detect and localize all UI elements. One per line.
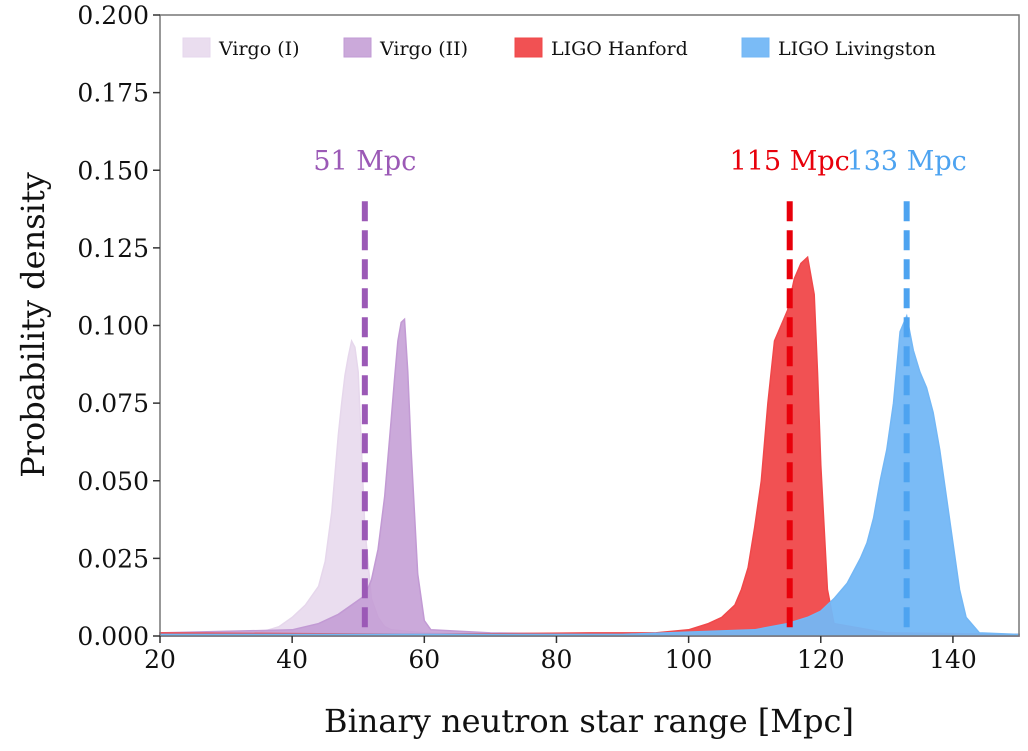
area-virgo-ii <box>159 317 1020 637</box>
x-tick-label: 60 <box>408 645 440 674</box>
density-areas <box>159 255 1020 637</box>
legend-swatch-ligo-livingston <box>741 37 770 58</box>
legend-label-virgo-ii: Virgo (II) <box>379 38 468 60</box>
x-axis-ticks: 20 40 60 80 100 120 140 <box>144 636 977 674</box>
legend: Virgo (I) Virgo (II) LIGO Hanford LIGO Livi… <box>182 37 936 60</box>
legend-swatch-virgo-ii <box>343 37 372 58</box>
x-tick-label: 80 <box>541 645 573 674</box>
legend-swatch-virgo-i <box>182 37 211 58</box>
y-tick-label: 0.125 <box>77 234 149 263</box>
y-tick-label: 0.025 <box>77 544 149 573</box>
y-tick-label: 0.000 <box>77 622 149 651</box>
legend-label-ligo-hanford: LIGO Hanford <box>551 38 688 60</box>
median-label-115-mpc: 115 Mpc <box>730 146 850 177</box>
area-ligo-livingston <box>159 313 1020 637</box>
x-tick-label: 140 <box>929 645 977 674</box>
y-tick-label: 0.075 <box>77 389 149 418</box>
x-tick-label: 20 <box>144 645 176 674</box>
x-tick-label: 120 <box>797 645 845 674</box>
legend-swatch-ligo-hanford <box>514 37 543 58</box>
y-tick-label: 0.150 <box>77 156 149 185</box>
y-axis-title: Probability density <box>14 172 52 478</box>
x-tick-label: 100 <box>665 645 713 674</box>
y-axis-ticks: 0.000 0.025 0.050 0.075 0.100 0.125 0.150 0.175… <box>77 1 160 651</box>
area-ligo-hanford <box>159 255 1020 637</box>
y-tick-label: 0.200 <box>77 1 149 30</box>
median-label-133-mpc: 133 Mpc <box>847 146 967 177</box>
median-label-51-mpc: 51 Mpc <box>313 146 416 177</box>
y-tick-label: 0.050 <box>77 467 149 496</box>
legend-label-virgo-i: Virgo (I) <box>218 38 300 60</box>
x-axis-title: Binary neutron star range [Mpc] <box>324 702 854 740</box>
y-tick-label: 0.175 <box>77 79 149 108</box>
y-tick-label: 0.100 <box>77 312 149 341</box>
x-tick-label: 40 <box>276 645 308 674</box>
legend-label-ligo-livingston: LIGO Livingston <box>778 38 936 60</box>
